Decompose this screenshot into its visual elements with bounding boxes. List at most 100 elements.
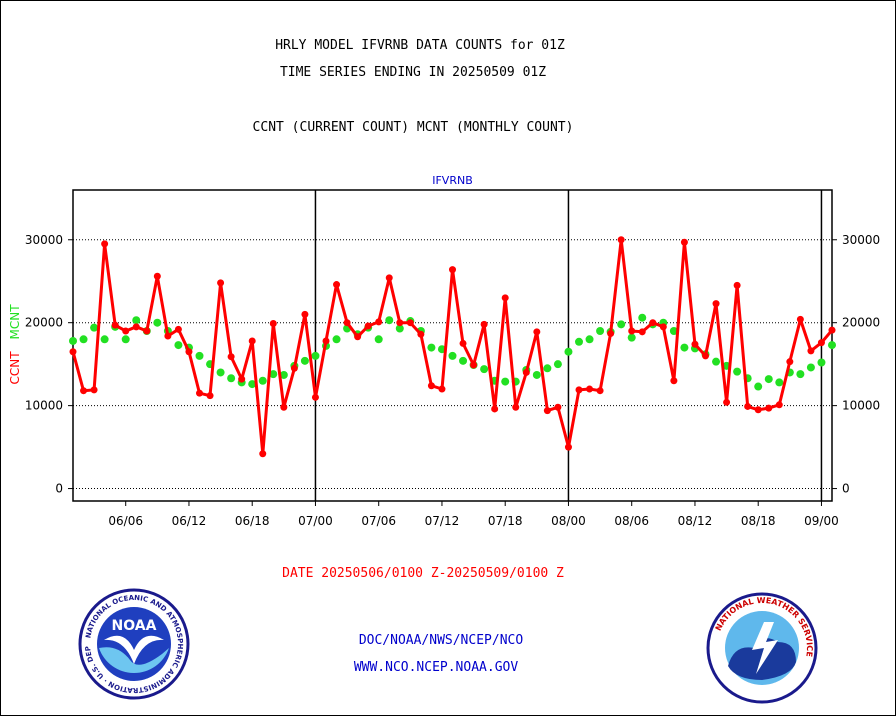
mcnt-point <box>585 335 594 344</box>
ccnt-point <box>491 405 499 413</box>
y-axis-label-ccnt: CCNT <box>8 351 22 385</box>
noaa-logo-sea <box>99 647 169 673</box>
noaa-logo-label: NOAA <box>112 618 157 634</box>
ccnt-point <box>259 450 267 458</box>
x-tick-label: 08/06 <box>614 514 649 528</box>
ccnt-point <box>744 402 752 410</box>
x-tick-label: 07/18 <box>488 514 523 528</box>
ccnt-point <box>280 403 288 411</box>
ccnt-point <box>132 323 140 331</box>
mcnt-point <box>374 335 383 344</box>
ccnt-point <box>817 339 825 347</box>
header-line-1: HRLY MODEL IFVRNB DATA COUNTS for 01Z <box>275 38 565 53</box>
ccnt-point <box>322 337 330 345</box>
ccnt-point <box>733 281 741 289</box>
mcnt-point <box>332 335 341 344</box>
ccnt-point <box>248 337 256 345</box>
noaa-logo: NATIONAL OCEANIC AND ATMOSPHERIC ADMINIS… <box>78 588 190 700</box>
ccnt-point <box>649 319 657 327</box>
y-tick-label-right: 0 <box>842 482 850 496</box>
ccnt-point <box>807 347 815 355</box>
ccnt-point <box>343 319 351 327</box>
ccnt-point <box>670 377 678 385</box>
ccnt-point <box>111 321 119 329</box>
ccnt-point <box>617 236 625 244</box>
y-axis-label-mcnt: MCNT <box>8 304 22 340</box>
x-tick-label: 06/12 <box>172 514 207 528</box>
ccnt-point <box>680 238 688 246</box>
ccnt-point <box>196 389 203 397</box>
mcnt-point <box>279 370 288 379</box>
x-tick-label: 08/12 <box>678 514 713 528</box>
ccnt-point <box>438 385 446 393</box>
ccnt-point <box>459 339 467 347</box>
ccnt-point <box>238 375 246 383</box>
mcnt-point <box>564 347 573 356</box>
lightning-icon <box>752 622 778 674</box>
mcnt-point <box>100 335 109 344</box>
ccnt-point <box>554 403 562 411</box>
mcnt-point <box>385 316 394 325</box>
ccnt-point <box>512 403 520 411</box>
mcnt-point <box>764 375 773 384</box>
x-tick-label: 08/00 <box>551 514 586 528</box>
mcnt-point <box>121 335 130 344</box>
mcnt-point <box>796 370 805 379</box>
ccnt-point <box>217 279 225 287</box>
mcnt-point <box>553 360 562 369</box>
x-tick-label: 07/00 <box>298 514 333 528</box>
ccnt-point <box>417 330 425 338</box>
ccnt-point <box>185 348 193 356</box>
mcnt-point <box>828 341 836 350</box>
mcnt-point <box>543 364 552 373</box>
mcnt-point <box>806 363 815 372</box>
ccnt-point <box>227 353 235 361</box>
ccnt-point <box>607 329 615 337</box>
mcnt-point <box>395 324 404 333</box>
ccnt-point <box>354 333 362 341</box>
y-tick-label-right: 10000 <box>842 399 880 413</box>
chart-title: IFVRNB <box>432 174 473 187</box>
mcnt-point <box>300 356 309 365</box>
mcnt-point <box>227 374 236 383</box>
ccnt-point <box>702 352 709 360</box>
mcnt-point <box>817 358 826 367</box>
website-link[interactable]: WWW.NCO.NCEP.NOAA.GOV <box>353 660 519 675</box>
x-tick-label: 08/18 <box>741 514 776 528</box>
ccnt-point <box>775 401 783 409</box>
ccnt-point <box>385 274 393 282</box>
ccnt-point <box>406 319 414 327</box>
ccnt-point <box>564 443 572 451</box>
ccnt-point <box>90 386 98 394</box>
mcnt-point <box>448 351 457 360</box>
mcnt-point <box>680 343 689 352</box>
mcnt-point <box>248 380 257 389</box>
ccnt-point <box>596 387 604 395</box>
ccnt-point <box>638 328 646 336</box>
ccnt-point <box>301 310 309 318</box>
ccnt-point <box>101 240 109 248</box>
y-tick-label-left: 20000 <box>25 316 63 330</box>
x-tick-label: 07/12 <box>425 514 460 528</box>
ccnt-point <box>396 319 404 327</box>
ccnt-point <box>143 327 151 335</box>
noaa-logo-bird <box>104 635 164 664</box>
ccnt-point <box>375 318 383 326</box>
ccnt-point <box>364 322 372 330</box>
y-tick-label-left: 30000 <box>25 233 63 247</box>
ccnt-point <box>828 326 836 334</box>
mcnt-point <box>501 377 510 386</box>
ccnt-point <box>522 368 530 376</box>
ccnt-point <box>533 328 541 336</box>
ccnt-point <box>712 300 720 308</box>
mcnt-point <box>712 357 721 366</box>
nws-logo: NATIONAL WEATHER SERVICE <box>706 592 818 704</box>
ccnt-point <box>765 404 773 412</box>
ccnt-point <box>290 364 298 372</box>
ccnt-point <box>586 385 594 393</box>
ccnt-point <box>449 266 456 274</box>
mcnt-point <box>480 365 489 374</box>
ccnt-point <box>754 406 762 414</box>
ccnt-point <box>269 320 277 328</box>
